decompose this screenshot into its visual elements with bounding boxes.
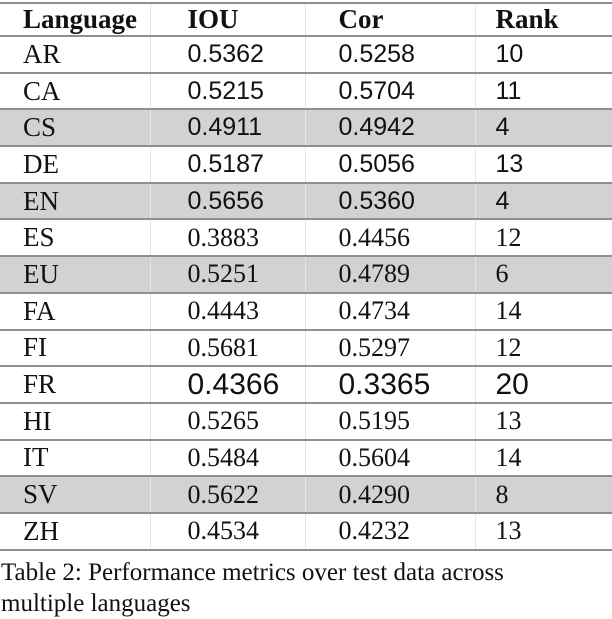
language-cell: ZH [23, 515, 59, 546]
language-cell: CS [23, 112, 57, 143]
table-body: AR 0.5362 0.5258 10 CA 0.5215 0.5704 11 … [0, 36, 612, 550]
cor-cell: 0.3365 [304, 366, 475, 403]
cor-cell: 0.5604 [304, 439, 475, 477]
table-row: FR 0.4366 0.3365 20 [0, 366, 612, 403]
table-row: AR 0.5362 0.5258 10 [0, 36, 612, 73]
rank-cell: 4 [474, 182, 612, 220]
table-row: IT 0.5484 0.5604 14 [0, 439, 612, 477]
cor-cell: 0.5056 [304, 146, 475, 183]
table-row: SV 0.5622 0.4290 8 [0, 476, 612, 513]
cor-cell: 0.5195 [304, 402, 475, 440]
cor-cell: 0.4456 [304, 219, 475, 257]
iou-cell: 0.5251 [149, 256, 305, 293]
rank-cell: 12 [474, 219, 612, 257]
rank-cell: 12 [474, 329, 612, 367]
iou-cell: 0.5187 [149, 146, 305, 183]
rank-cell: 4 [474, 109, 612, 147]
iou-cell: 0.5681 [149, 329, 305, 367]
language-cell: AR [23, 38, 61, 69]
language-cell: IT [23, 442, 49, 473]
rank-cell: 13 [474, 146, 612, 183]
table-caption: Table 2: Performance metrics over test d… [0, 557, 612, 619]
iou-cell: 0.5656 [149, 182, 305, 220]
table-row: EU 0.5251 0.4789 6 [0, 256, 612, 293]
language-cell: CA [23, 75, 61, 106]
language-cell: FI [23, 332, 48, 363]
iou-cell: 0.4366 [149, 366, 305, 403]
rank-cell: 8 [474, 476, 612, 513]
rank-cell: 13 [474, 402, 612, 440]
language-cell: FA [23, 295, 56, 326]
table-header-row: Language IOU Cor Rank [0, 3, 612, 36]
cor-cell: 0.4789 [304, 256, 475, 293]
iou-cell: 0.4443 [149, 292, 305, 330]
table-row: EN 0.5656 0.5360 4 [0, 182, 612, 220]
rank-cell: 14 [474, 439, 612, 477]
language-cell: ES [23, 222, 55, 253]
language-cell: SV [23, 479, 58, 510]
header-rank: Rank [474, 3, 612, 36]
header-iou: IOU [149, 3, 305, 36]
iou-cell: 0.5622 [149, 476, 305, 513]
cor-cell: 0.4942 [304, 109, 475, 147]
table-row: FI 0.5681 0.5297 12 [0, 329, 612, 367]
header-cor: Cor [304, 3, 475, 36]
table-row: CA 0.5215 0.5704 11 [0, 72, 612, 110]
cor-cell: 0.4290 [304, 476, 475, 513]
language-cell: DE [23, 148, 59, 179]
caption-line-1: Table 2: Performance metrics over test d… [1, 558, 504, 586]
rank-cell: 6 [474, 256, 612, 293]
cor-cell: 0.5704 [304, 72, 475, 110]
rank-cell: 11 [474, 72, 612, 110]
cor-cell: 0.4734 [304, 292, 475, 330]
language-cell: HI [23, 405, 52, 436]
table-row: HI 0.5265 0.5195 13 [0, 402, 612, 440]
iou-cell: 0.5215 [149, 72, 305, 110]
table-row: DE 0.5187 0.5056 13 [0, 146, 612, 183]
iou-cell: 0.3883 [149, 219, 305, 257]
rank-cell: 10 [474, 36, 612, 73]
performance-table: Language IOU Cor Rank AR 0.5362 0.5258 1… [0, 2, 612, 551]
table-row: ZH 0.4534 0.4232 13 [0, 512, 612, 550]
iou-cell: 0.4911 [149, 109, 305, 147]
iou-cell: 0.4534 [149, 512, 305, 550]
header-language: Language [23, 4, 138, 34]
table-row: CS 0.4911 0.4942 4 [0, 109, 612, 147]
rank-cell: 20 [474, 366, 612, 403]
iou-cell: 0.5484 [149, 439, 305, 477]
table-row: FA 0.4443 0.4734 14 [0, 292, 612, 330]
language-cell: EN [23, 185, 59, 216]
cor-cell: 0.5258 [304, 36, 475, 73]
cor-cell: 0.5360 [304, 182, 475, 220]
rank-cell: 14 [474, 292, 612, 330]
iou-cell: 0.5362 [149, 36, 305, 73]
rank-cell: 13 [474, 512, 612, 550]
cor-cell: 0.4232 [304, 512, 475, 550]
cor-cell: 0.5297 [304, 329, 475, 367]
caption-line-2: multiple languages [1, 589, 191, 617]
language-cell: EU [23, 258, 59, 289]
table-row: ES 0.3883 0.4456 12 [0, 219, 612, 257]
language-cell: FR [23, 369, 57, 400]
iou-cell: 0.5265 [149, 402, 305, 440]
